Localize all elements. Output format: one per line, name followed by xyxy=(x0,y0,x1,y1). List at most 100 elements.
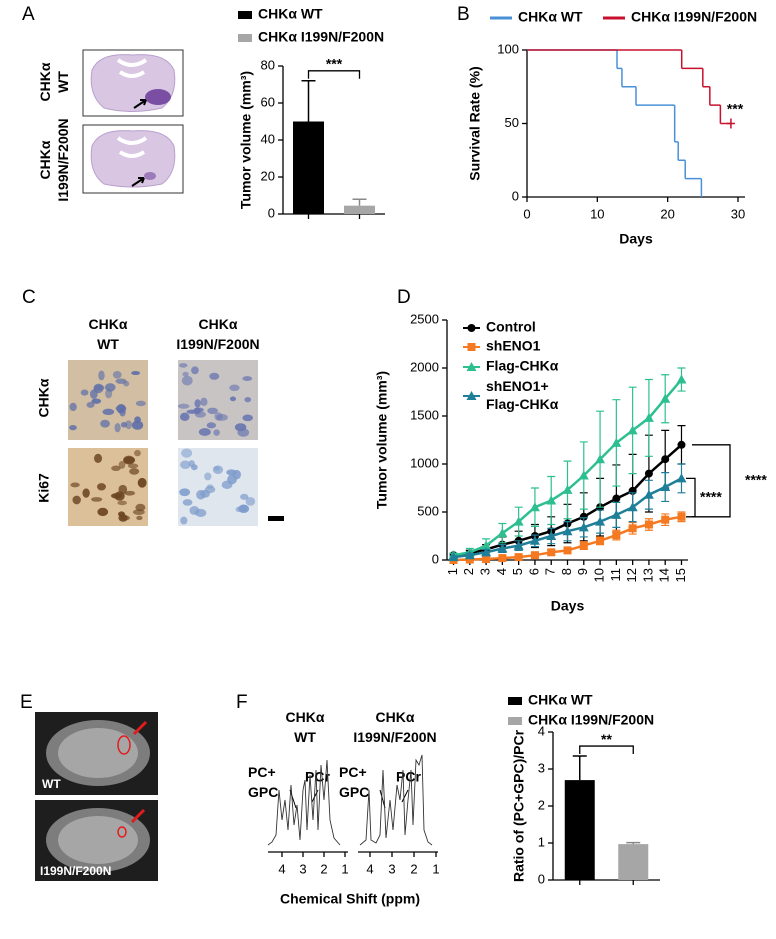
text-line: CHKα xyxy=(37,140,53,179)
cell xyxy=(214,412,223,421)
y-tick-label: 500 xyxy=(417,503,439,518)
cell xyxy=(182,371,189,377)
legend-swatch xyxy=(508,697,522,705)
cell xyxy=(189,506,200,515)
point xyxy=(661,455,670,464)
cell xyxy=(72,495,81,505)
cell xyxy=(179,363,188,368)
text-line: WT xyxy=(97,336,119,352)
cell xyxy=(115,378,127,384)
cell xyxy=(179,488,191,497)
cell xyxy=(177,403,190,409)
cell xyxy=(136,515,143,521)
point xyxy=(628,524,637,533)
cell xyxy=(116,404,126,414)
column-header: CHKα I199N/F200N xyxy=(176,316,259,352)
tick-label: 1 xyxy=(341,861,348,876)
point xyxy=(578,470,589,480)
legend-marker xyxy=(466,391,477,400)
y-tick-label: 2000 xyxy=(410,359,439,374)
y-tick-label: 1000 xyxy=(410,455,439,470)
x-tick-label: 20 xyxy=(660,206,674,221)
x-tick-label: 10 xyxy=(592,568,607,582)
panel-label: D xyxy=(397,287,411,308)
cell xyxy=(204,472,212,481)
cell xyxy=(180,460,191,470)
cell xyxy=(209,372,220,380)
point xyxy=(497,543,508,553)
y-axis-label: Survival Rate (%) xyxy=(467,66,483,180)
y-tick-label: 100 xyxy=(497,41,519,56)
cell xyxy=(213,429,220,436)
x-tick-label: 6 xyxy=(526,568,541,575)
panel-label: E xyxy=(20,692,33,713)
y-axis-label: Ratio of (PC+GPC)/PCr xyxy=(511,729,527,882)
histology-image xyxy=(82,49,184,117)
text-line: shENO1+ xyxy=(486,378,549,394)
point xyxy=(497,528,508,538)
cell xyxy=(117,500,127,506)
cell xyxy=(97,507,109,517)
point xyxy=(563,546,572,555)
y-tick-label: 40 xyxy=(261,131,275,146)
significance-bracket xyxy=(686,477,696,518)
text-line: Flag-CHKα xyxy=(486,396,559,412)
cell xyxy=(229,384,240,392)
y-tick-label: 1500 xyxy=(410,407,439,422)
point xyxy=(660,393,671,403)
point xyxy=(611,437,622,447)
peak-pointer xyxy=(289,789,409,809)
text-line: CHKα xyxy=(286,709,325,725)
x-tick-label: 10 xyxy=(590,206,604,221)
point xyxy=(661,515,670,524)
point xyxy=(579,512,588,521)
cell xyxy=(69,402,77,412)
point xyxy=(627,502,638,512)
point xyxy=(448,552,459,562)
legend-marker xyxy=(466,362,477,371)
point xyxy=(612,494,621,503)
x-tick-label: 1 xyxy=(445,568,460,575)
cell xyxy=(194,399,201,408)
mri-image xyxy=(35,712,158,795)
y-tick-label: 50 xyxy=(505,115,519,130)
legend-label: CHKα I199N/F200N xyxy=(258,29,384,45)
point xyxy=(578,522,589,532)
bar xyxy=(564,780,595,880)
cell xyxy=(212,465,224,474)
x-tick-label: 5 xyxy=(510,568,525,575)
point xyxy=(677,440,686,449)
cell xyxy=(98,370,105,381)
text-line: I199N/F200N xyxy=(176,336,259,352)
point xyxy=(482,555,491,564)
cell xyxy=(100,419,110,428)
error-bar xyxy=(301,80,316,122)
cell xyxy=(131,371,141,376)
significance-bracket xyxy=(579,745,634,755)
x-tick-label: 4 xyxy=(494,568,509,575)
y-axis-label: Tumor volume (mm³) xyxy=(374,371,390,509)
legend-label: shENO1+ Flag-CHKα xyxy=(486,378,559,412)
histology-image xyxy=(82,124,184,194)
spectrum-header: CHKα I199N/F200N xyxy=(353,709,436,745)
point xyxy=(529,502,540,512)
cell xyxy=(94,453,103,464)
point xyxy=(643,412,654,422)
text-line: I199N/F200N xyxy=(353,729,436,745)
ihc-images xyxy=(68,360,258,526)
legend-marker xyxy=(467,343,476,351)
bar xyxy=(618,844,649,880)
x-tick-label: 0 xyxy=(523,206,530,221)
x-tick-label: 13 xyxy=(640,568,655,582)
legend-swatch xyxy=(238,34,252,42)
legend-label: Flag-CHKα xyxy=(486,358,559,374)
cell xyxy=(181,375,193,386)
error-bar xyxy=(626,841,641,845)
annotation: *** xyxy=(326,56,343,72)
annotation: *** xyxy=(727,101,744,117)
tick-label: 4 xyxy=(278,861,285,876)
text-line: GPC xyxy=(248,784,278,800)
point xyxy=(547,548,556,557)
y-tick-label: 0 xyxy=(432,551,439,566)
cell xyxy=(191,366,199,375)
